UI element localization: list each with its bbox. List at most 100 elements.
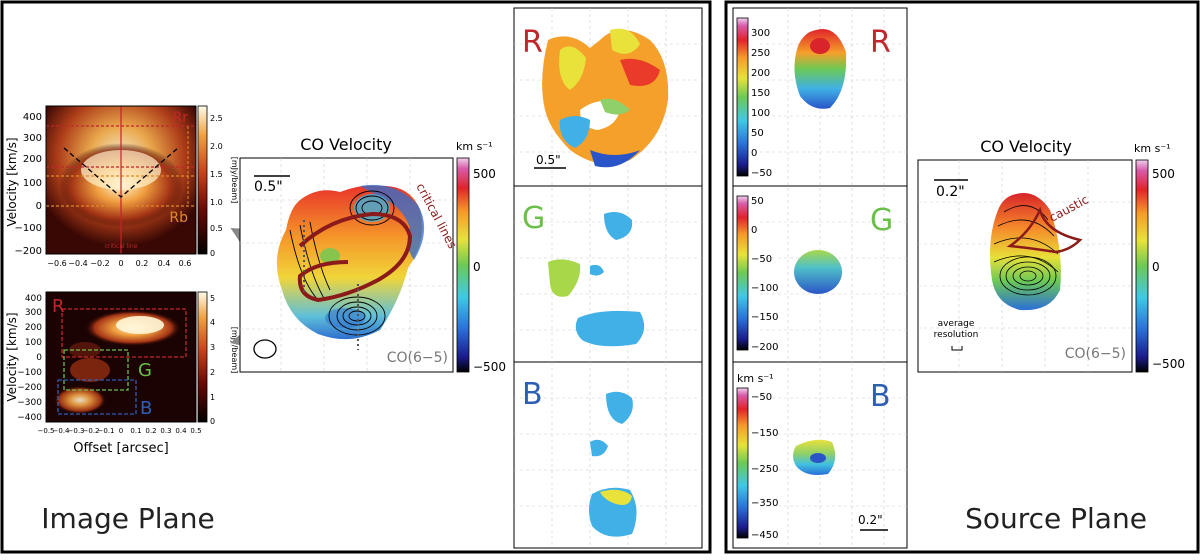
pv-bottom-xtick: 0	[119, 427, 123, 435]
pv-bottom-xtick: 0.3	[160, 427, 171, 435]
pv-bottom-label-b: B	[140, 398, 152, 419]
source-r-cbar-tick: −50	[751, 168, 772, 179]
source-b-cbar-tick: −350	[751, 498, 778, 509]
image-velocity-cbar-tick: −500	[473, 360, 506, 374]
pv-bottom-colorbar	[197, 291, 208, 423]
source-b-cbar-tick: −450	[751, 530, 778, 541]
pv-bottom-xtick: 0.1	[130, 427, 141, 435]
pv-top-cbar-tick: 2.5	[210, 114, 223, 123]
pv-bottom-xtick: 0.5	[190, 427, 201, 435]
source-channel-label-r: R	[870, 25, 891, 60]
pv-top-xtick: −0.6	[47, 259, 66, 268]
image-channel-label-r: R	[522, 25, 543, 60]
source-velocity-map: CO Velocity caustic 0.2" average resolut…	[917, 137, 1185, 373]
pv-bottom-cbar-tick: 1	[210, 393, 215, 402]
pv-top-xtick: 0.2	[136, 259, 149, 268]
pv-top-ytick: −200	[15, 246, 42, 257]
image-channel-label-g: G	[522, 201, 545, 236]
source-channel-label-g: G	[870, 203, 893, 238]
pv-top-critical-line-label: critical line	[105, 243, 138, 250]
source-velocity-title: CO Velocity	[980, 137, 1072, 156]
source-r-cbar-tick: 50	[751, 128, 764, 139]
image-velocity-colorbar	[456, 157, 470, 373]
pv-bottom-ylabel: Velocity [km/s]	[5, 312, 19, 401]
pv-top-cbar-ticks: 2.5 2.0 1.5 1.0 0.5 0	[210, 114, 223, 258]
image-velocity-title: CO Velocity	[300, 135, 392, 154]
pv-top-ytick: 200	[23, 154, 42, 165]
image-velocity-map: CO Velocity 0.5" c	[239, 135, 506, 374]
pv-top-xtick: 0	[118, 259, 123, 268]
source-r-cbar-tick: 250	[751, 48, 770, 59]
source-r-cbar-tick: 100	[751, 108, 770, 119]
source-r-cbar-tick: 300	[751, 28, 770, 39]
pv-top-xticks: −0.6 −0.4 −0.2 0 0.2 0.4 0.6	[47, 259, 191, 268]
source-g-cbar-tick: −200	[751, 342, 778, 353]
pv-bottom-cbar-tick: 2	[210, 368, 215, 377]
pv-bottom-cbar-tick: 5	[210, 294, 215, 303]
source-g-cbar-tick: 0	[751, 225, 757, 236]
source-velocity-line-label: CO(6−5)	[1065, 346, 1126, 362]
source-velocity-cbar-tick: 0	[1152, 260, 1160, 274]
source-velocity-scale: 0.2"	[936, 184, 965, 200]
source-b-unit: km s⁻¹	[737, 372, 774, 385]
pv-top-xtick: 0.4	[158, 259, 171, 268]
source-channel-scale: 0.2"	[858, 513, 883, 527]
pv-top-yticks: 400 300 200 100 0 −100 −200	[15, 112, 42, 257]
pv-top-xtick: 0.6	[179, 259, 192, 268]
source-g-cbar-ticks: 50 0 −50 −100 −150 −200	[751, 196, 778, 353]
source-velocity-resolution-1: average	[938, 319, 975, 329]
source-r-cbar-tick: 0	[751, 148, 757, 159]
pv-bottom-yticks: 400 300 200 100 0 −100 −200 −300 −400	[17, 294, 42, 423]
source-r-colorbar	[736, 17, 749, 177]
pv-bottom-xtick: 0.4	[175, 427, 187, 435]
pv-top-cbar-label: [mJy/beam]	[230, 157, 239, 204]
pv-bottom-cbar-ticks: 5 4 3 2 1 0	[210, 294, 215, 426]
pv-bottom-ytick: 200	[25, 323, 42, 333]
pv-top-label-rb: Rb	[169, 210, 188, 226]
pv-bottom-ytick: −400	[17, 413, 42, 423]
source-plane-title: Source Plane	[965, 502, 1147, 535]
pv-top-cbar-tick: 0.5	[210, 224, 223, 233]
source-b-colorbar	[736, 387, 749, 539]
pv-bottom-xlabel: Offset [arcsec]	[73, 441, 168, 456]
source-velocity-resolution-2: resolution	[934, 330, 979, 340]
source-g-cbar-tick: −150	[751, 312, 778, 323]
source-velocity-cbar-tick: −500	[1152, 357, 1185, 371]
pv-top-xtick: −0.4	[68, 259, 87, 268]
source-velocity-colorbar	[1135, 159, 1149, 373]
image-velocity-unit: km s⁻¹	[456, 140, 493, 153]
image-velocity-cbar-tick: 0	[473, 260, 481, 274]
pv-bottom-xtick: −0.5	[38, 427, 55, 435]
pv-top-cbar-tick: 1.5	[210, 170, 223, 179]
pv-top-ytick: −100	[15, 223, 42, 234]
pv-bottom-cbar-tick: 4	[210, 318, 215, 327]
pv-bottom-ytick: 100	[25, 338, 42, 348]
pv-top-colorbar	[197, 105, 208, 255]
image-plane-title: Image Plane	[41, 502, 214, 535]
pv-top-cbar-tick: 2.0	[210, 142, 223, 151]
pv-bottom-ytick: −300	[17, 398, 42, 408]
pv-bottom-ytick: 300	[25, 308, 42, 318]
pv-bottom-cbar-tick: 0	[210, 417, 215, 426]
pv-bottom-xtick: −0.2	[83, 427, 100, 435]
pv-bottom-cbar-label: [mJy/beam]	[230, 327, 239, 374]
pv-top-cbar-tick: 0	[210, 249, 215, 258]
source-g-colorbar	[736, 195, 749, 351]
source-velocity-unit: km s⁻¹	[1134, 142, 1171, 155]
image-plane-panel: Rr Rb critical line Velocity [km/s] 400 …	[0, 0, 712, 554]
image-channel-scale: 0.5"	[536, 153, 561, 167]
source-r-cbar-tick: 200	[751, 68, 770, 79]
image-channel-maps: R G B 0.5"	[513, 7, 703, 549]
image-velocity-scale: 0.5"	[254, 179, 283, 195]
pv-diagram-top: Rr Rb critical line Velocity [km/s] 400 …	[5, 105, 239, 268]
pv-bottom-xtick: −0.1	[98, 427, 115, 435]
beam-ellipse	[253, 339, 277, 359]
image-velocity-cbar-ticks: 500 0 −500	[473, 167, 506, 374]
pv-top-xtick: −0.2	[90, 259, 109, 268]
source-b-cbar-tick: −250	[751, 464, 778, 475]
pv-bottom-xticks: −0.5 −0.4 −0.3 −0.2 −0.1 0 0.1 0.2 0.3 0…	[38, 427, 202, 435]
pv-bottom-xtick: −0.3	[68, 427, 85, 435]
pv-top-ylabel: Velocity [km/s]	[5, 137, 19, 226]
source-b-cbar-tick: −150	[751, 428, 778, 439]
source-b-cbar-ticks: −50 −150 −250 −350 −450	[751, 392, 778, 541]
